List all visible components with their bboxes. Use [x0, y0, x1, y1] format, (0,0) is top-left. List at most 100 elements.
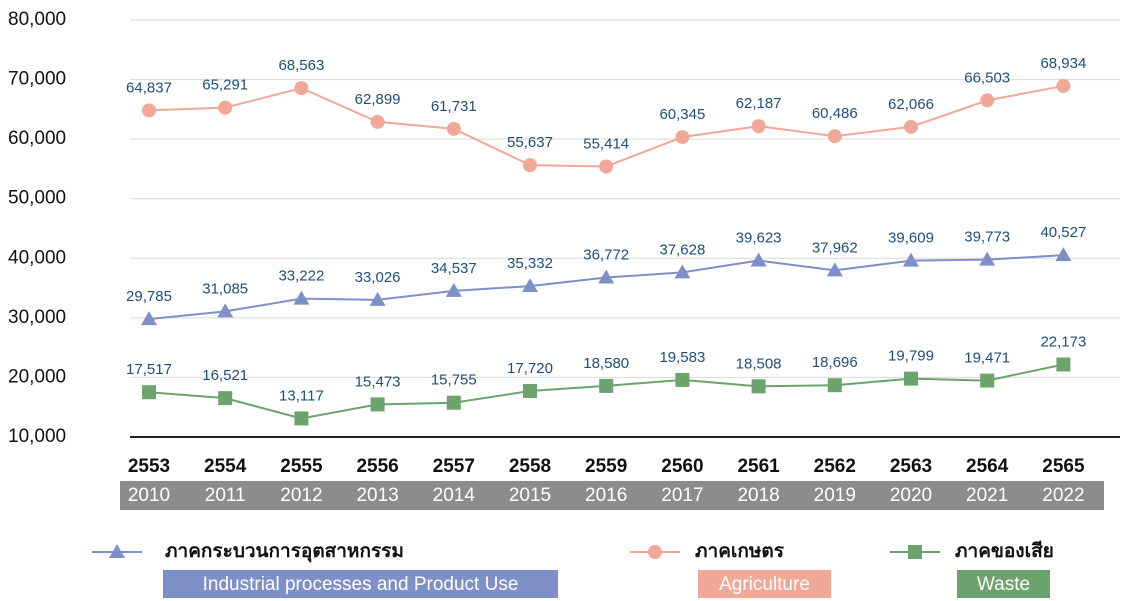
data-label: 17,517 — [126, 361, 172, 378]
data-label: 19,799 — [888, 348, 934, 365]
data-label: 39,623 — [736, 230, 782, 247]
point — [217, 303, 234, 318]
data-label: 37,628 — [659, 241, 705, 258]
point — [1056, 78, 1071, 93]
data-label: 64,837 — [126, 79, 172, 96]
point — [370, 397, 385, 412]
data-label: 34,537 — [431, 260, 477, 277]
x-tick-label: 2553 — [128, 456, 170, 477]
data-label: 18,580 — [583, 355, 629, 372]
point — [446, 395, 461, 410]
data-label: 55,637 — [507, 134, 553, 151]
point — [369, 291, 386, 306]
data-label: 65,291 — [202, 77, 248, 94]
legend-label-en: Industrial processes and Product Use — [203, 574, 519, 595]
point — [293, 290, 310, 305]
point — [446, 121, 461, 136]
data-label: 33,026 — [355, 269, 401, 286]
x-tick-label: 2556 — [356, 456, 398, 477]
year-band — [120, 481, 1104, 510]
point — [599, 159, 614, 174]
data-label: 37,962 — [812, 239, 858, 256]
point — [675, 130, 690, 145]
point — [979, 251, 996, 266]
point — [980, 93, 995, 108]
point — [826, 262, 843, 277]
data-label: 39,773 — [964, 229, 1010, 246]
point — [141, 311, 157, 326]
y-tick-label: 40,000 — [8, 247, 66, 268]
legend-label: ภาคของเสีย — [955, 540, 1054, 562]
point — [142, 385, 156, 400]
y-tick-label: 10,000 — [8, 426, 66, 447]
legend-label-en: Agriculture — [719, 574, 810, 595]
data-label: 40,527 — [1040, 224, 1086, 241]
x-tick-label: 2565 — [1042, 456, 1085, 477]
data-label: 16,521 — [202, 367, 248, 384]
point — [751, 379, 766, 394]
legend-box — [163, 570, 558, 598]
x-tick-label-ce: 2022 — [1042, 485, 1084, 506]
point — [1056, 357, 1071, 372]
legend-marker — [109, 544, 125, 558]
data-label: 68,563 — [278, 57, 324, 74]
data-label: 22,173 — [1040, 333, 1086, 350]
data-label: 39,609 — [888, 230, 934, 247]
data-label: 36,772 — [583, 246, 629, 263]
point — [218, 391, 233, 406]
y-tick-label: 30,000 — [8, 307, 66, 328]
x-tick-label-ce: 2020 — [890, 485, 932, 506]
point — [904, 119, 918, 134]
legend-marker — [648, 545, 662, 559]
y-tick-label: 70,000 — [8, 69, 66, 90]
x-tick-label: 2558 — [509, 456, 551, 477]
data-label: 15,473 — [355, 373, 401, 390]
x-tick-label-ce: 2019 — [814, 485, 856, 506]
point — [904, 371, 918, 386]
x-tick-label-ce: 2021 — [966, 485, 1008, 506]
legend-label: ภาคเกษตร — [695, 541, 785, 562]
data-label: 17,720 — [507, 360, 553, 377]
data-label: 15,755 — [431, 372, 477, 389]
x-tick-label: 2559 — [585, 456, 627, 477]
x-tick-label-ce: 2010 — [128, 485, 170, 506]
data-label: 19,583 — [659, 349, 705, 366]
x-tick-label: 2555 — [280, 456, 323, 477]
legend-marker — [908, 545, 922, 559]
data-label: 62,187 — [736, 95, 782, 112]
y-tick-label: 80,000 — [8, 9, 66, 30]
data-label: 13,117 — [279, 387, 324, 404]
data-label: 19,471 — [964, 350, 1010, 367]
x-tick-label: 2562 — [814, 456, 856, 477]
point — [522, 278, 538, 293]
legend-label: ภาคกระบวนการอุตสาหกรรม — [165, 541, 404, 563]
x-tick-label-ce: 2018 — [737, 485, 779, 506]
point — [523, 158, 537, 173]
data-label: 33,222 — [278, 268, 324, 285]
data-label: 35,332 — [507, 255, 553, 272]
data-label: 18,508 — [736, 355, 782, 372]
x-tick-label-ce: 2014 — [433, 485, 476, 506]
data-label: 31,085 — [202, 280, 248, 297]
x-tick-label-ce: 2011 — [205, 485, 246, 506]
point — [523, 384, 537, 399]
point — [827, 378, 842, 393]
legend-box — [698, 570, 831, 598]
y-tick-label: 60,000 — [8, 128, 66, 149]
x-tick-label: 2564 — [966, 456, 1009, 477]
point — [445, 282, 462, 297]
point — [674, 264, 691, 279]
point — [751, 119, 766, 134]
data-label: 62,899 — [355, 91, 401, 108]
data-label: 62,066 — [888, 96, 934, 113]
point — [142, 103, 156, 118]
point — [675, 372, 690, 387]
legend-box — [957, 570, 1050, 598]
x-tick-label: 2554 — [204, 456, 247, 477]
point — [980, 373, 995, 388]
x-tick-label: 2561 — [737, 456, 780, 477]
point — [750, 252, 767, 267]
x-tick-label-ce: 2016 — [585, 485, 627, 506]
x-tick-label: 2563 — [890, 456, 932, 477]
